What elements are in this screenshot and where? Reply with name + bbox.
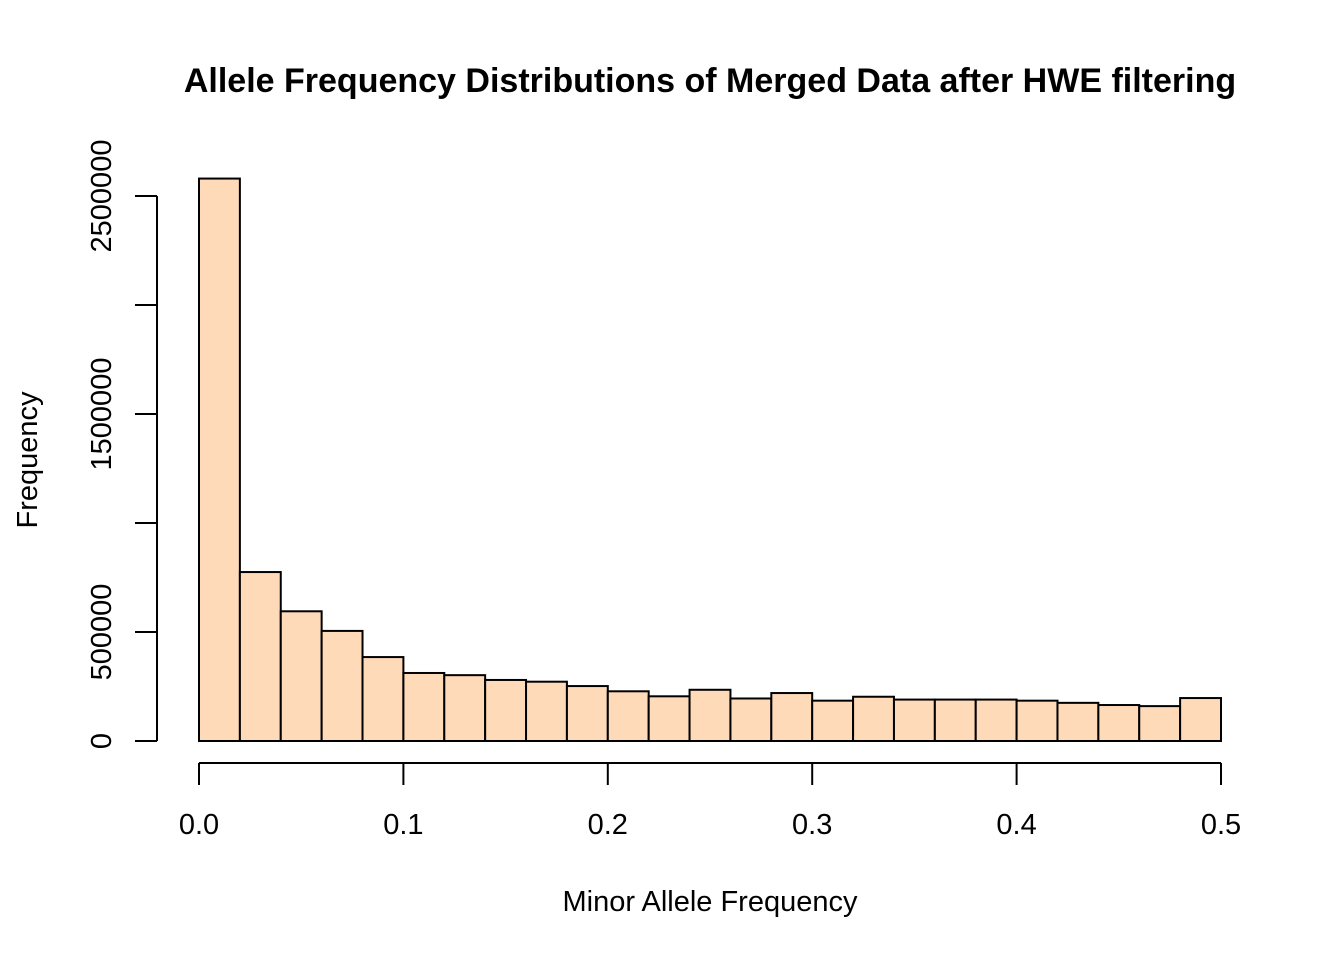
histogram-bar (525, 680, 568, 742)
histogram-bar (484, 678, 528, 743)
y-tick-label: 500000 (86, 584, 118, 681)
histogram-bar (198, 177, 241, 742)
histogram-bar (402, 671, 446, 743)
histogram-bar (974, 698, 1018, 743)
x-tick-label: 0.4 (996, 809, 1036, 841)
histogram-bar (688, 688, 732, 743)
histogram-bar (1015, 699, 1059, 742)
histogram-bar (1179, 697, 1222, 743)
histogram-bar (647, 695, 691, 742)
histogram-bar (729, 697, 773, 742)
histogram-bar (606, 690, 650, 743)
histogram-bar (770, 692, 814, 742)
histogram-bar (238, 571, 282, 742)
x-tick-label: 0.3 (792, 809, 832, 841)
histogram-bar (892, 698, 936, 743)
y-tick-label: 1500000 (86, 358, 118, 471)
histogram-bar (443, 674, 487, 742)
x-axis: 0.0 0.1 0.2 0.3 0.4 0.5 (179, 762, 1241, 841)
y-axis-label: Frequency (12, 391, 44, 529)
histogram-bar (1138, 705, 1182, 742)
histogram-bar (811, 699, 855, 742)
histogram-bar (852, 695, 895, 742)
x-tick-label: 0.1 (383, 809, 423, 841)
chart-title: Allele Frequency Distributions of Merged… (184, 62, 1236, 100)
bars-group (198, 177, 1222, 743)
histogram-bar (1056, 701, 1100, 742)
histogram-bar (361, 656, 405, 743)
histogram-bar (1097, 704, 1141, 743)
x-tick-label: 0.2 (588, 809, 628, 841)
histogram-bar (320, 629, 364, 742)
x-tick-label: 0.0 (179, 809, 219, 841)
histogram-bar (279, 610, 323, 742)
x-tick-label: 0.5 (1201, 809, 1241, 841)
y-axis: 0 500000 1500000 2500000 (86, 140, 158, 749)
x-axis-label: Minor Allele Frequency (563, 886, 858, 918)
histogram-bar (933, 698, 977, 743)
y-tick-label: 0 (86, 733, 118, 749)
y-tick-label: 2500000 (86, 140, 118, 253)
histogram-bar (565, 685, 609, 743)
